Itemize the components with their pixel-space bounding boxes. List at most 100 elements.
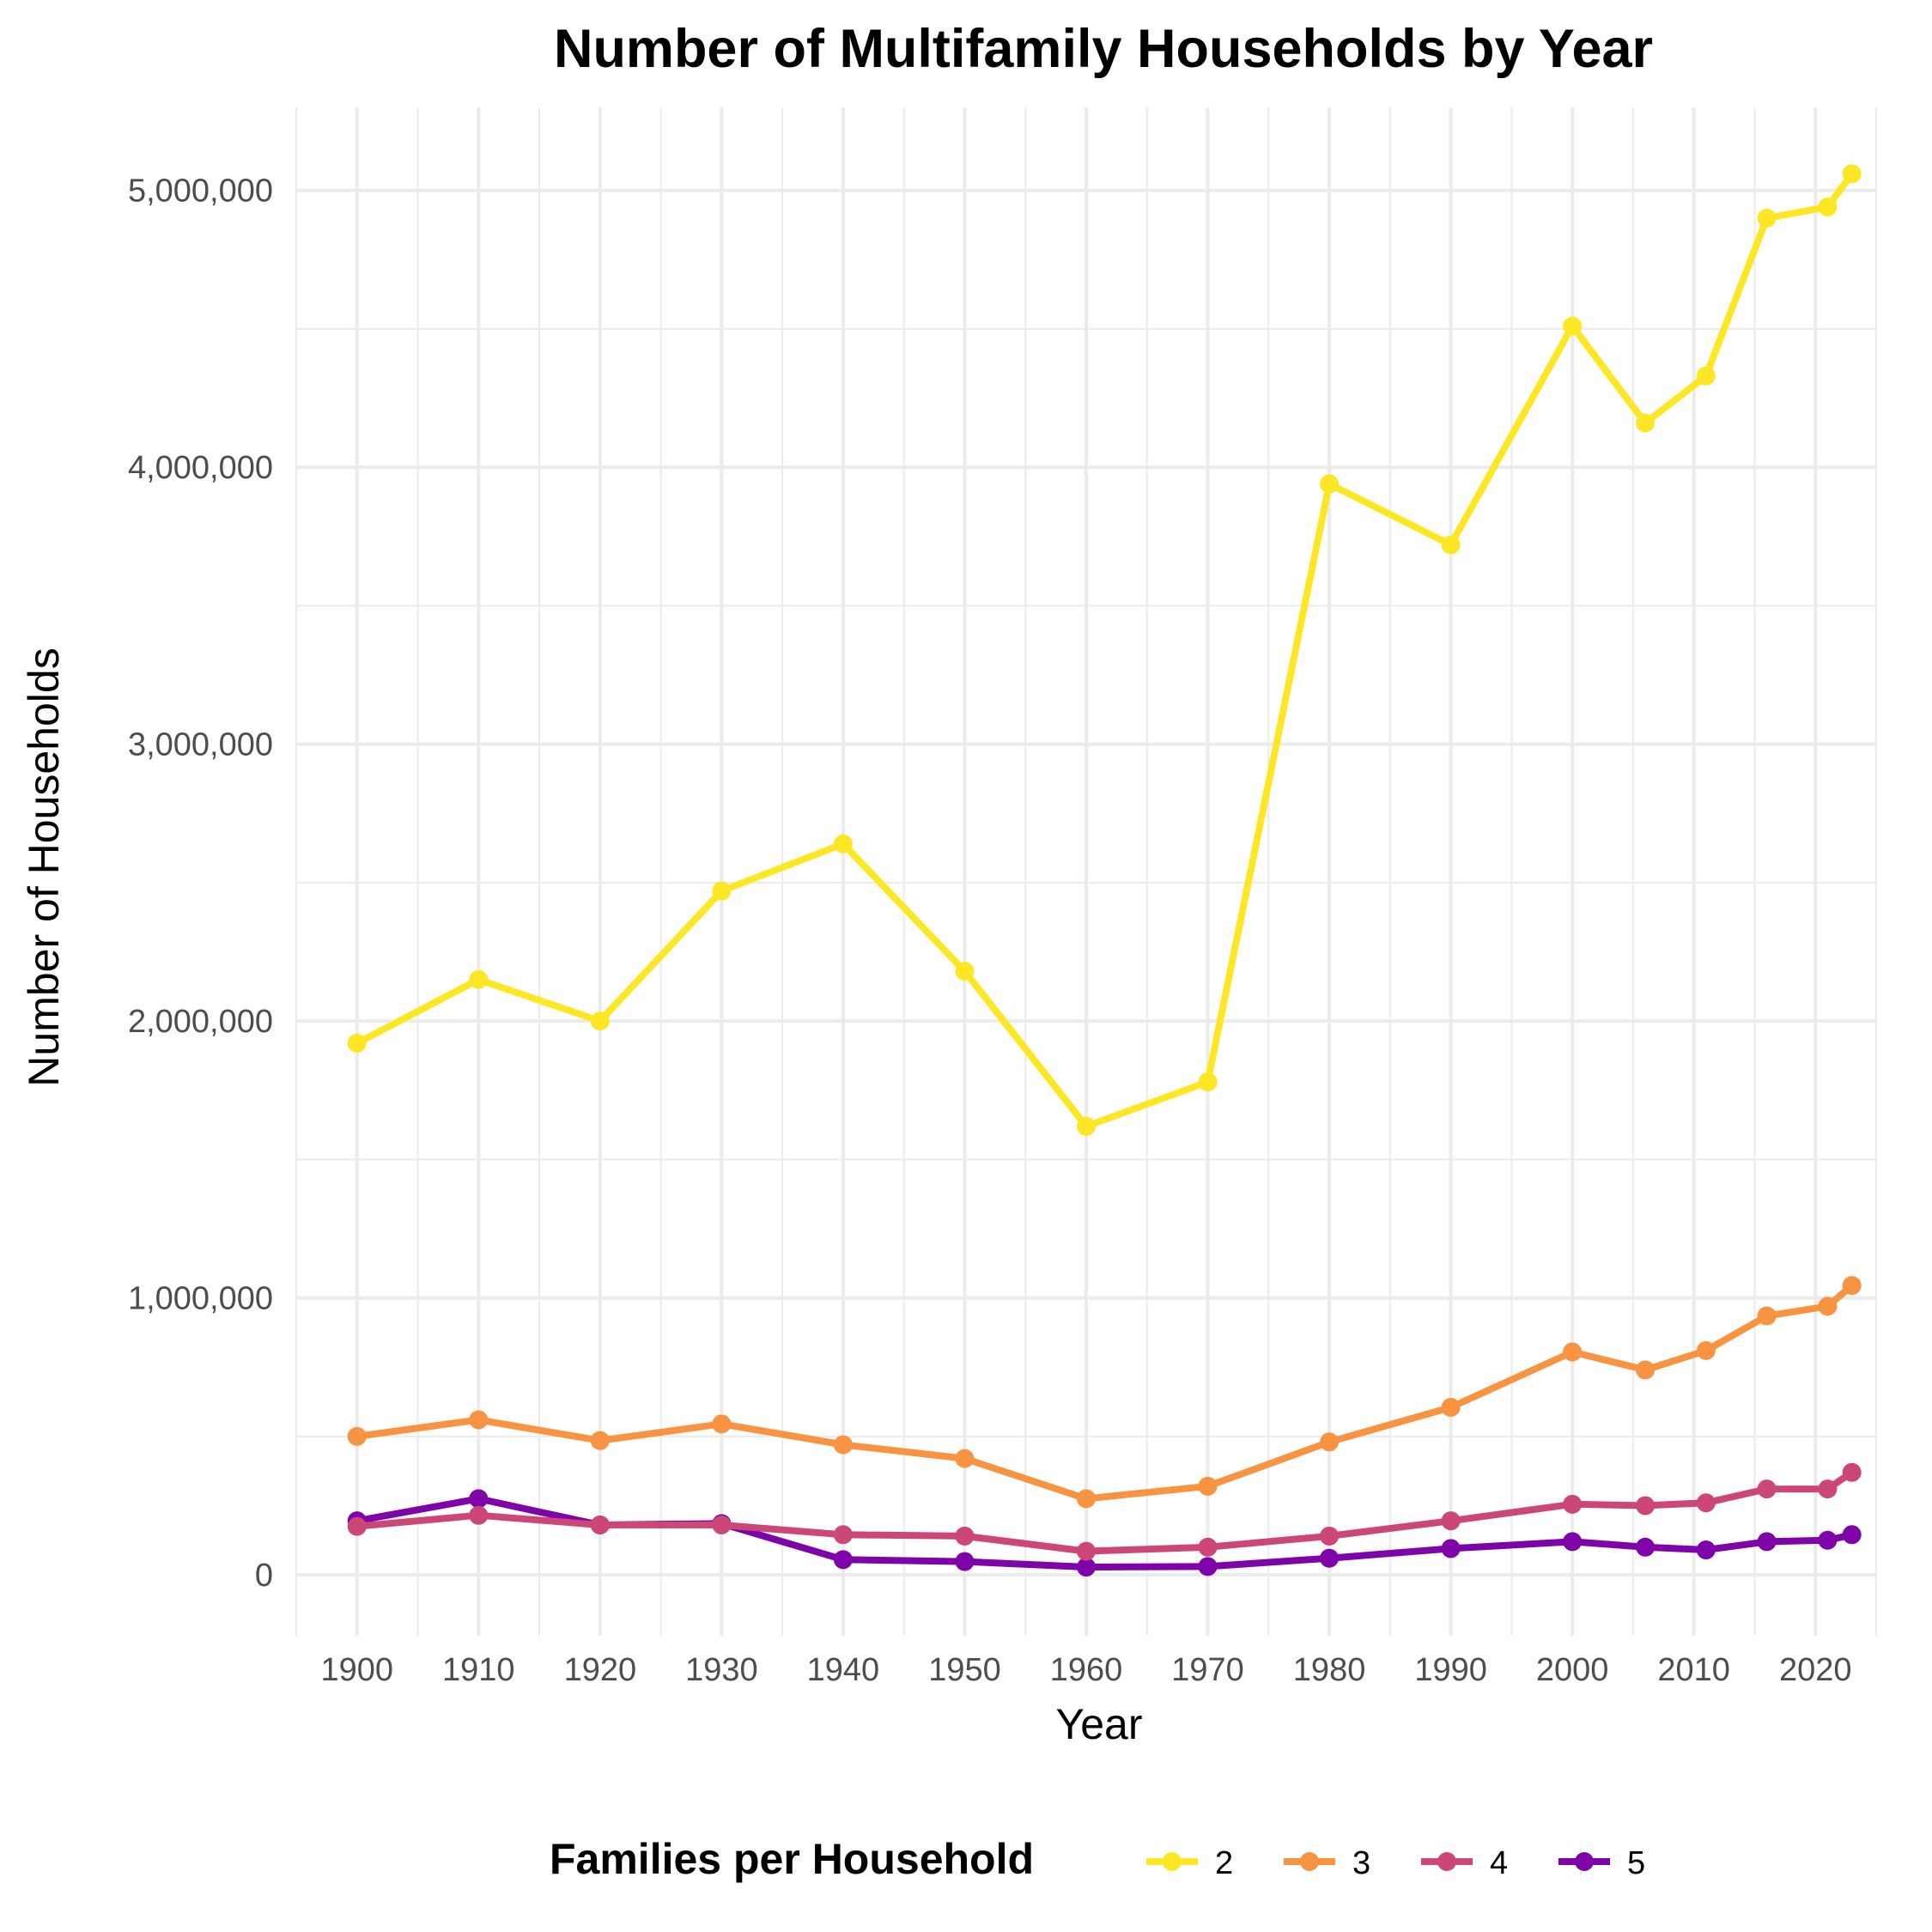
data-point	[833, 1525, 853, 1545]
data-point	[1696, 1493, 1716, 1513]
data-point	[1757, 1479, 1777, 1499]
data-point	[1198, 1476, 1218, 1496]
series-3	[347, 1276, 1862, 1509]
data-point	[955, 1552, 975, 1571]
chart-title: Number of Multifamily Households by Year	[554, 19, 1653, 79]
data-point	[1757, 208, 1777, 228]
data-point	[1757, 1306, 1777, 1326]
legend-label: 5	[1627, 1845, 1645, 1881]
series-line	[353, 1468, 1856, 1555]
data-point	[1842, 1276, 1862, 1296]
data-point	[1441, 1539, 1461, 1558]
data-point	[1198, 1537, 1218, 1557]
data-point	[955, 962, 975, 981]
y-axis-ticks: 0 1,000,000 2,000,000 3,000,000 4,000,000 5,0…	[128, 173, 273, 1594]
data-point	[1563, 316, 1583, 336]
data-point	[469, 1505, 489, 1525]
data-point	[1077, 1558, 1096, 1577]
x-tick-label: 1970	[1171, 1652, 1244, 1688]
data-point	[712, 1414, 732, 1434]
legend-label: 4	[1490, 1845, 1508, 1881]
legend-key-point	[1575, 1852, 1594, 1871]
series-lines	[347, 164, 1862, 1577]
legend-label: 2	[1215, 1845, 1233, 1881]
data-point	[1696, 1340, 1716, 1360]
grid	[295, 107, 1877, 1636]
data-point	[1320, 474, 1340, 494]
data-point	[1563, 1494, 1583, 1514]
y-tick-label: 3,000,000	[128, 727, 273, 763]
data-point	[347, 1516, 367, 1536]
y-axis-title: Number of Households	[20, 647, 68, 1086]
x-axis-ticks: 1900 1910 1920 1930 1940 1950 1960 1970 1980 1990…	[320, 1652, 1851, 1688]
series-line	[353, 1495, 1856, 1571]
data-point	[955, 1526, 975, 1546]
x-tick-label: 2000	[1536, 1652, 1609, 1688]
data-point	[1636, 1496, 1656, 1516]
x-tick-label: 1960	[1050, 1652, 1123, 1688]
data-point	[1818, 1297, 1838, 1316]
data-point	[1320, 1432, 1340, 1452]
legend-item-3: 3	[1284, 1845, 1370, 1881]
legend-key-point	[1163, 1852, 1182, 1871]
data-point	[1757, 1532, 1777, 1552]
data-point	[1696, 366, 1716, 386]
data-point	[1696, 1540, 1716, 1560]
x-tick-label: 1900	[320, 1652, 393, 1688]
data-point	[590, 1012, 610, 1031]
data-point	[1818, 1530, 1838, 1550]
y-tick-label: 2,000,000	[128, 1004, 273, 1040]
data-point	[347, 1033, 367, 1053]
x-tick-label: 1940	[807, 1652, 880, 1688]
data-point	[1077, 1541, 1096, 1561]
data-point	[712, 881, 732, 901]
legend-item-5: 5	[1558, 1845, 1645, 1881]
x-tick-label: 2020	[1779, 1652, 1852, 1688]
legend-key-point	[1437, 1852, 1456, 1871]
series-line	[353, 170, 1856, 1130]
data-point	[1320, 1526, 1340, 1546]
series-line	[353, 1282, 1856, 1503]
x-tick-label: 1990	[1414, 1652, 1487, 1688]
data-point	[1842, 164, 1862, 184]
legend-item-2: 2	[1146, 1845, 1233, 1881]
data-point	[712, 1516, 732, 1535]
data-point	[1636, 1537, 1656, 1557]
data-point	[1563, 1342, 1583, 1362]
data-point	[1818, 197, 1838, 217]
data-point	[469, 1410, 489, 1430]
data-point	[1077, 1489, 1096, 1509]
series-4	[347, 1462, 1862, 1561]
x-tick-label: 1920	[564, 1652, 637, 1688]
x-axis-title: Year	[1055, 1700, 1142, 1748]
data-point	[1441, 535, 1461, 555]
y-tick-label: 5,000,000	[128, 173, 273, 210]
data-point	[1198, 1072, 1218, 1092]
data-point	[1818, 1479, 1838, 1499]
x-tick-label: 1930	[685, 1652, 758, 1688]
data-point	[833, 1435, 853, 1455]
x-tick-label: 1910	[442, 1652, 515, 1688]
data-point	[1636, 413, 1656, 433]
x-tick-label: 2010	[1657, 1652, 1730, 1688]
y-tick-label: 4,000,000	[128, 450, 273, 486]
data-point	[1842, 1525, 1862, 1545]
data-point	[955, 1449, 975, 1468]
legend: Families per Household 2 3 4 5	[550, 1835, 1645, 1883]
data-point	[1441, 1511, 1461, 1531]
data-point	[1563, 1532, 1583, 1552]
legend-item-4: 4	[1421, 1845, 1508, 1881]
data-point	[347, 1426, 367, 1446]
data-point	[833, 834, 853, 854]
data-point	[1198, 1557, 1218, 1577]
legend-label: 3	[1352, 1845, 1370, 1881]
data-point	[1441, 1397, 1461, 1417]
data-point	[1077, 1116, 1096, 1136]
y-tick-label: 0	[255, 1558, 273, 1594]
series-2	[347, 164, 1862, 1136]
x-tick-label: 1950	[928, 1652, 1001, 1688]
data-point	[469, 969, 489, 989]
data-point	[1842, 1462, 1862, 1482]
